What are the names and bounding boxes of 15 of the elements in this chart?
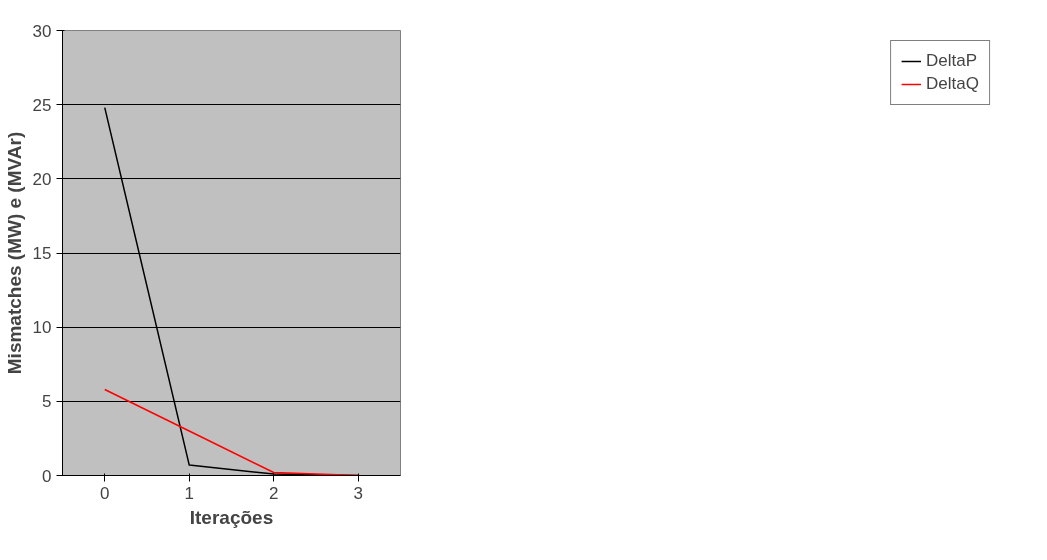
y-tick-label: 10 xyxy=(32,318,52,338)
x-tick-label: 3 xyxy=(353,483,363,503)
y-tick-label: 5 xyxy=(42,392,52,412)
y-tick-label: 15 xyxy=(32,244,52,263)
x-tick-label: 0 xyxy=(100,483,110,503)
legend-label: DeltaP xyxy=(926,51,978,71)
legend-label: DeltaQ xyxy=(926,74,979,94)
y-tick-label: 0 xyxy=(42,466,52,486)
x-axis-title: Iterações xyxy=(189,506,274,528)
x-tick-label: 1 xyxy=(184,483,194,503)
y-tick-label: 25 xyxy=(32,95,52,115)
y-axis-title: Mismatches (MW) e (MVAr) xyxy=(3,131,25,375)
y-tick-label: 20 xyxy=(32,169,52,189)
x-tick-label: 2 xyxy=(269,483,279,503)
y-tick-label: 30 xyxy=(32,21,52,41)
